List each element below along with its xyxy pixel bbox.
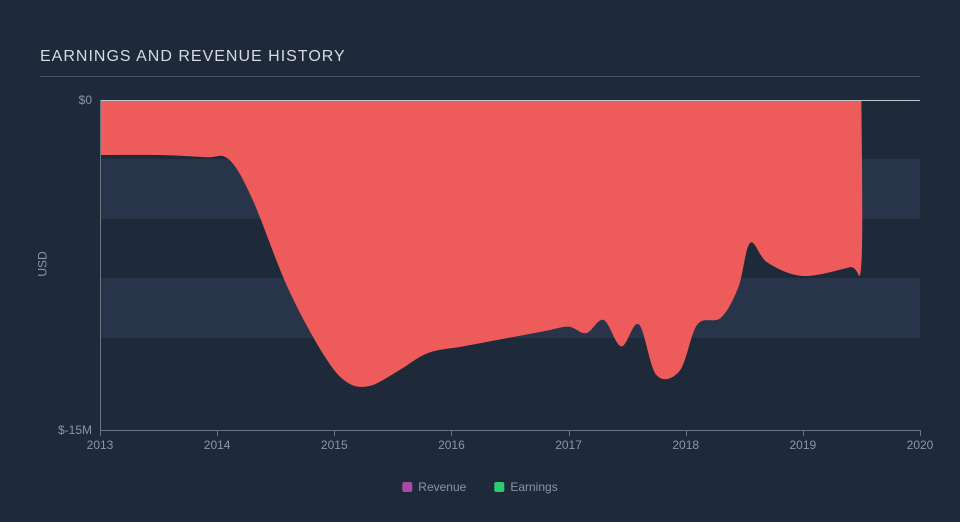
- legend-label-earnings: Earnings: [510, 480, 557, 494]
- y-axis-line: [100, 100, 101, 431]
- x-tick-mark: [920, 430, 921, 436]
- x-axis-line: [100, 430, 920, 431]
- chart-title: EARNINGS AND REVENUE HISTORY: [40, 48, 346, 66]
- x-tick-mark: [803, 430, 804, 436]
- chart-plot-area: $0$-15M20132014201520162017201820192020: [100, 100, 920, 430]
- chart-legend: Revenue Earnings: [402, 480, 557, 494]
- x-tick-label: 2013: [87, 438, 114, 452]
- y-tick-label: $-15M: [58, 423, 92, 437]
- x-tick-label: 2016: [438, 438, 465, 452]
- y-axis-title: USD: [36, 251, 50, 276]
- x-tick-label: 2017: [555, 438, 582, 452]
- x-tick-mark: [686, 430, 687, 436]
- x-tick-mark: [451, 430, 452, 436]
- legend-item-revenue: Revenue: [402, 480, 466, 494]
- x-tick-label: 2018: [672, 438, 699, 452]
- legend-label-revenue: Revenue: [418, 480, 466, 494]
- legend-swatch-revenue: [402, 482, 412, 492]
- x-tick-mark: [217, 430, 218, 436]
- x-tick-label: 2015: [321, 438, 348, 452]
- zero-line: [100, 100, 920, 101]
- x-tick-label: 2014: [204, 438, 231, 452]
- legend-item-earnings: Earnings: [494, 480, 557, 494]
- area-svg: [100, 100, 920, 430]
- x-tick-label: 2020: [907, 438, 934, 452]
- x-tick-mark: [334, 430, 335, 436]
- chart-container: EARNINGS AND REVENUE HISTORY $0$-15M2013…: [0, 0, 960, 522]
- x-tick-mark: [100, 430, 101, 436]
- earnings-area: [100, 100, 862, 387]
- y-tick-label: $0: [79, 93, 92, 107]
- x-tick-label: 2019: [789, 438, 816, 452]
- title-underline: [40, 76, 920, 77]
- legend-swatch-earnings: [494, 482, 504, 492]
- x-tick-mark: [569, 430, 570, 436]
